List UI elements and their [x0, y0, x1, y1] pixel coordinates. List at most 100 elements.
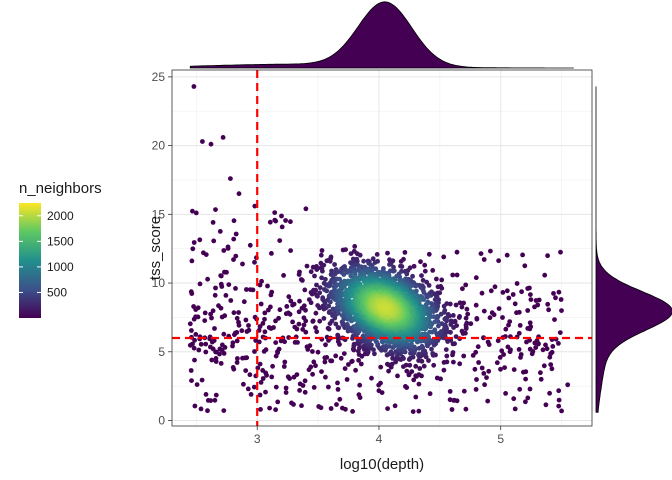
scatter-point	[441, 254, 447, 260]
scatter-point	[512, 301, 518, 307]
scatter-point	[448, 318, 454, 324]
scatter-point	[252, 259, 257, 265]
scatter-point	[450, 313, 456, 318]
scatter-point	[454, 249, 460, 255]
y-tick-label: 5	[158, 345, 165, 359]
scatter-point	[382, 305, 388, 311]
scatter-point	[404, 368, 410, 374]
scatter-point	[313, 310, 319, 316]
scatter-point	[225, 246, 231, 251]
scatter-point	[213, 356, 219, 361]
scatter-point	[549, 366, 555, 372]
y-axis: 0 5 10 15 20 25	[152, 70, 172, 428]
scatter-point	[336, 325, 342, 331]
scatter-point	[210, 220, 216, 225]
scatter-point	[294, 326, 300, 332]
scatter-point	[269, 251, 274, 256]
scatter-point	[516, 347, 522, 352]
scatter-point	[335, 380, 340, 386]
scatter-point	[300, 327, 306, 332]
scatter-point	[403, 384, 408, 389]
scatter-point	[441, 367, 447, 373]
scatter-point	[441, 360, 447, 365]
scatter-point	[547, 354, 553, 360]
scatter-point	[234, 315, 240, 321]
scatter-point	[565, 382, 571, 388]
scatter-point	[448, 322, 454, 327]
scatter-point	[520, 252, 525, 258]
scatter-point	[259, 278, 264, 284]
scatter-point	[308, 269, 314, 275]
scatter-point	[470, 353, 476, 358]
scatter-point	[253, 338, 259, 343]
legend-tick-label: 1000	[47, 260, 74, 274]
scatter-point	[487, 315, 493, 321]
scatter-point	[297, 298, 302, 304]
scatter-point	[451, 325, 456, 330]
scatter-point	[311, 385, 317, 390]
scatter-point	[277, 307, 283, 313]
scatter-point	[265, 283, 270, 289]
scatter-point	[318, 405, 324, 411]
scatter-point	[454, 272, 460, 278]
scatter-point	[291, 301, 297, 307]
scatter-point	[378, 380, 383, 386]
scatter-point	[558, 249, 563, 255]
scatter-point	[444, 353, 450, 359]
scatter-point	[528, 292, 533, 297]
y-tick-label: 20	[152, 139, 166, 153]
scatter-point	[321, 316, 327, 321]
scatter-point	[432, 297, 438, 303]
scatter-point	[429, 346, 434, 352]
scatter-point	[370, 256, 376, 262]
scatter-point	[439, 321, 445, 327]
scatter-point	[461, 300, 466, 306]
scatter-point	[525, 395, 531, 401]
scatter-point	[283, 385, 289, 391]
scatter-point	[500, 290, 506, 295]
scatter-point	[273, 218, 279, 224]
scatter-point	[475, 344, 481, 350]
scatter-point	[352, 271, 358, 277]
scatter-point	[378, 364, 384, 370]
scatter-point	[203, 341, 209, 347]
scatter-point	[245, 386, 251, 392]
scatter-point	[411, 344, 417, 350]
scatter-point	[385, 406, 390, 411]
scatter-point	[391, 264, 396, 270]
scatter-point	[329, 318, 335, 324]
scatter-point	[517, 386, 523, 392]
scatter-point	[262, 329, 268, 335]
scatter-point	[208, 141, 214, 147]
scatter-point	[525, 326, 531, 331]
scatter-point	[317, 285, 323, 291]
scatter-point	[273, 384, 279, 390]
scatter-point	[248, 392, 254, 397]
scatter-point	[269, 289, 275, 295]
scatter-point	[281, 273, 286, 278]
scatter-point	[416, 351, 422, 357]
scatter-point	[240, 261, 245, 267]
scatter-point	[258, 380, 264, 385]
scatter-point	[463, 315, 469, 321]
scatter-point	[209, 315, 214, 321]
scatter-point	[451, 398, 457, 403]
scatter-point	[343, 406, 348, 412]
scatter-point	[473, 302, 479, 308]
scatter-point	[500, 315, 505, 320]
scatter-point	[231, 236, 237, 242]
scatter-point	[419, 273, 424, 278]
scatter-point	[221, 331, 227, 337]
scatter-point	[213, 392, 219, 398]
scatter-point	[542, 272, 548, 278]
scatter-point	[323, 342, 328, 348]
scatter-point	[203, 349, 209, 355]
scatter-point	[272, 210, 278, 216]
scatter-point	[478, 251, 484, 256]
scatter-point	[233, 286, 238, 291]
scatter-point	[421, 363, 427, 369]
scatter-point	[328, 272, 334, 277]
scatter-point	[236, 319, 241, 325]
scatter-point	[553, 295, 558, 301]
